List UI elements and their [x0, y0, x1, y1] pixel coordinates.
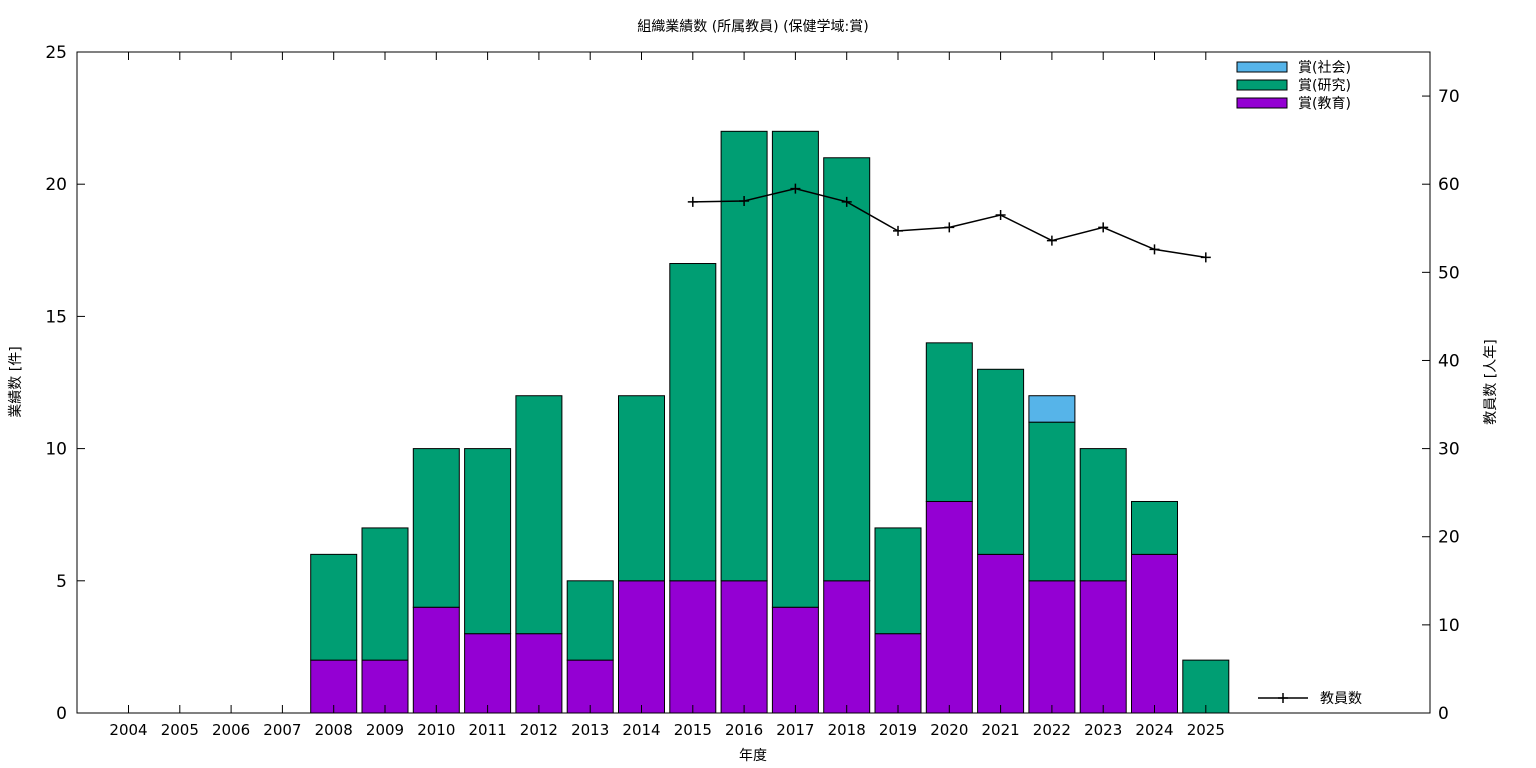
x-tick-label: 2007: [263, 721, 301, 739]
x-tick-label: 2024: [1135, 721, 1173, 739]
y-tick-label: 15: [45, 307, 67, 327]
bar-segment: [464, 448, 512, 635]
y-tick-label: 20: [45, 175, 67, 195]
x-tick-label: 2015: [674, 721, 712, 739]
faculty-count-point: [995, 210, 1006, 221]
bar-segment: [1079, 580, 1127, 714]
legend-line-marker: [1278, 693, 1288, 703]
faculty-count-point: [1200, 252, 1211, 263]
bar-segment: [1028, 580, 1076, 714]
x-tick-label: 2016: [725, 721, 763, 739]
faculty-count-point: [1098, 222, 1109, 233]
bar-segment: [977, 553, 1025, 714]
y2-tick-label: 70: [1438, 87, 1460, 107]
bar-segment: [361, 527, 409, 661]
legend-label: 賞(社会): [1298, 60, 1351, 76]
x-tick-label: 2011: [469, 721, 507, 739]
x-tick-label: 2023: [1084, 721, 1122, 739]
x-tick-label: 2018: [828, 721, 866, 739]
x-tick-label: 2009: [366, 721, 404, 739]
x-tick-label: 2022: [1033, 721, 1071, 739]
bar-segment: [771, 606, 819, 714]
bar-segment: [977, 368, 1025, 555]
y-tick-label: 0: [56, 704, 67, 724]
y2-axis-label: 教員数 [人年]: [1483, 339, 1499, 424]
bar-segment: [361, 659, 409, 714]
bar-segment: [669, 580, 717, 714]
bar-segment: [925, 342, 973, 502]
bar-segment: [1131, 500, 1178, 555]
x-tick-label: 2005: [161, 721, 199, 739]
y-tick-label: 5: [56, 572, 67, 592]
y2-tick-label: 20: [1438, 528, 1460, 548]
bar-segment: [823, 580, 871, 714]
bar-segment: [1131, 553, 1178, 714]
bars-layer: [310, 130, 1230, 714]
bar-segment: [771, 130, 819, 608]
x-tick-label: 2020: [930, 721, 968, 739]
y2-tick-label: 60: [1438, 175, 1460, 195]
y2-tick-label: 0: [1438, 704, 1449, 724]
bar-segment: [874, 527, 922, 635]
y2-tick-label: 10: [1438, 616, 1460, 636]
bar-segment: [823, 157, 871, 582]
legend-swatch: [1236, 61, 1288, 73]
faculty-line-layer: [687, 183, 1211, 263]
x-tick-label: 2004: [109, 721, 147, 739]
legend: 賞(社会) 賞(研究) 賞(教育) 教員数: [1236, 60, 1362, 707]
x-tick-label: 2021: [982, 721, 1020, 739]
bar-segment: [310, 659, 358, 714]
faculty-count-point: [1149, 244, 1160, 255]
bar-segment: [618, 395, 665, 582]
faculty-count-point: [687, 196, 698, 207]
bar-segment: [618, 580, 665, 714]
legend-swatch: [1236, 97, 1288, 109]
x-tick-label: 2008: [315, 721, 353, 739]
bar-segment: [1079, 448, 1127, 582]
bar-segment: [566, 580, 614, 661]
y-tick-label: 25: [45, 43, 67, 63]
faculty-count-point: [1046, 235, 1057, 246]
faculty-count-point: [893, 225, 903, 236]
bar-segment: [412, 606, 460, 714]
x-tick-label: 2017: [776, 721, 814, 739]
x-tick-label: 2012: [520, 721, 558, 739]
bar-segment: [874, 633, 922, 714]
bar-segment: [310, 553, 358, 661]
y2-tick-label: 50: [1438, 263, 1460, 283]
x-tick-label: 2019: [879, 721, 917, 739]
y-tick-label: 10: [45, 440, 67, 460]
bar-segment: [669, 263, 717, 582]
y2-tick-label: 30: [1438, 440, 1460, 460]
bar-segment: [464, 633, 512, 714]
x-tick-label: 2013: [571, 721, 609, 739]
legend-swatch: [1236, 79, 1288, 91]
bar-segment: [515, 395, 563, 635]
legend-label: 賞(研究): [1298, 78, 1351, 94]
faculty-count-point: [739, 195, 750, 206]
x-axis-label: 年度: [739, 748, 767, 764]
faculty-count-point: [944, 222, 955, 233]
bar-segment: [515, 633, 563, 714]
legend-label: 賞(教育): [1298, 96, 1351, 112]
x-tick-label: 2014: [622, 721, 660, 739]
legend-line-label: 教員数: [1320, 691, 1362, 707]
x-tick-label: 2006: [212, 721, 250, 739]
plot-frame: [76, 51, 1431, 714]
y2-tick-label: 40: [1438, 351, 1460, 371]
bar-segment: [925, 500, 973, 714]
bar-segment: [1028, 421, 1076, 582]
faculty-count-point: [841, 196, 852, 207]
bar-segment: [720, 580, 768, 714]
y-axis-label: 業績数 [件]: [8, 346, 24, 417]
bar-segment: [720, 130, 768, 582]
faculty-count-point: [790, 183, 801, 194]
bar-segment: [412, 448, 460, 608]
x-tick-label: 2025: [1187, 721, 1225, 739]
bar-segment: [1028, 395, 1076, 423]
chart-title: 組織業績数 (所属教員) (保健学域:賞): [637, 19, 868, 35]
x-tick-label: 2010: [417, 721, 455, 739]
